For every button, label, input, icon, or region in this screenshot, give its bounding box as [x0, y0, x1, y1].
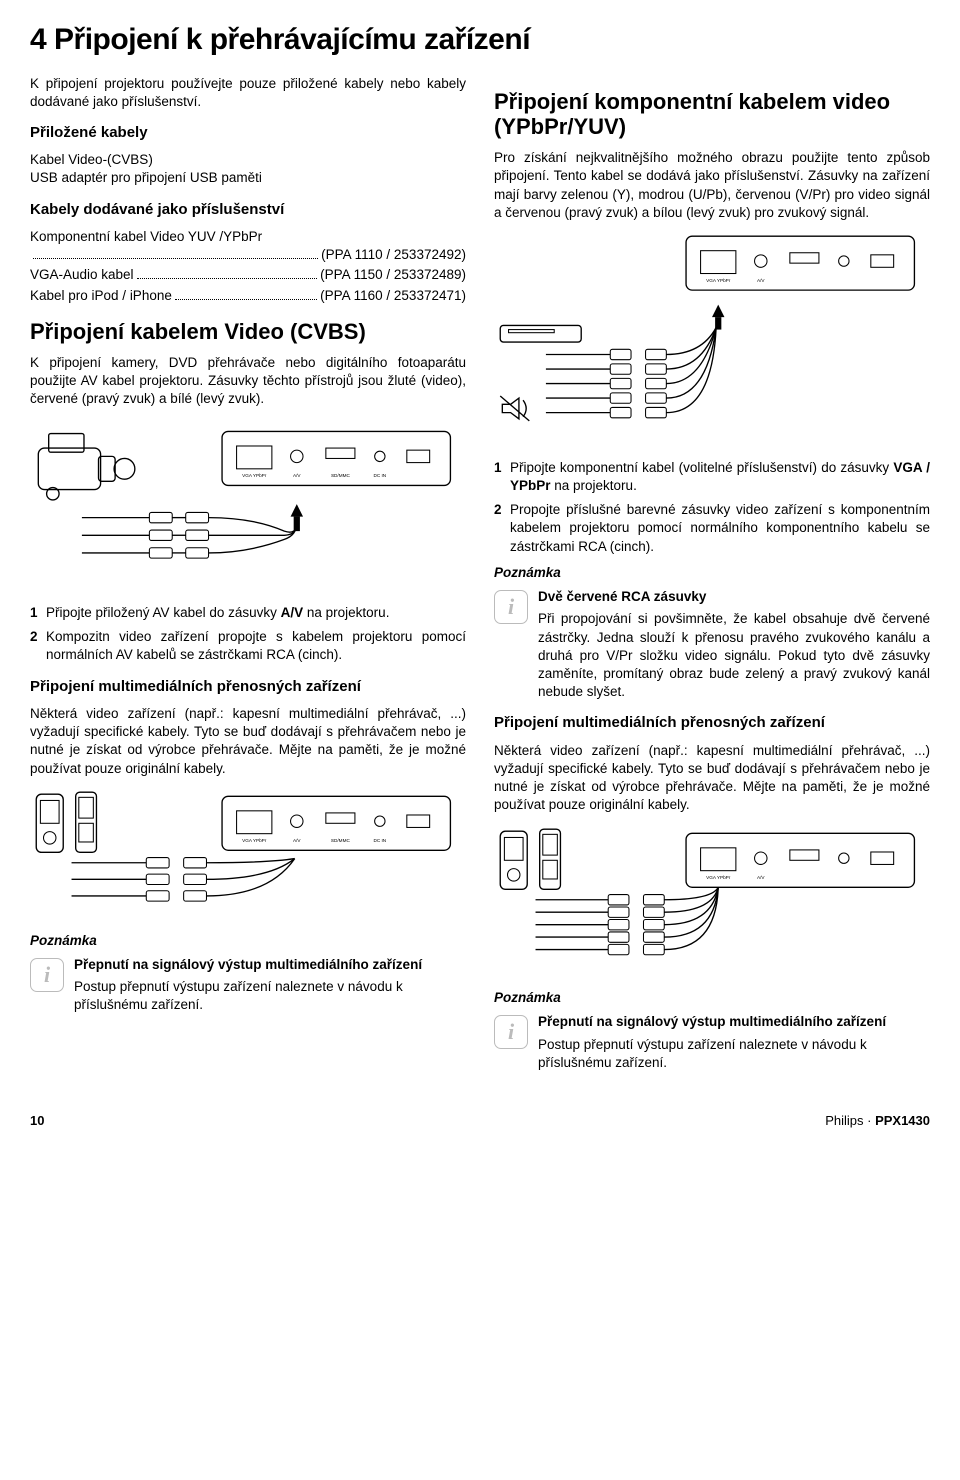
- note-3-body: Postup přepnutí výstupu zařízení nalezne…: [538, 1036, 930, 1072]
- step-text: Připojte komponentní kabel (volitelné př…: [510, 459, 930, 495]
- accessory-code: (PPA 1160 / 253372471): [320, 287, 466, 305]
- note-1-body: Postup přepnutí výstupu zařízení nalezne…: [74, 978, 466, 1014]
- note-label-1: Poznámka: [30, 932, 466, 950]
- accessory-code: (PPA 1150 / 253372489): [320, 266, 466, 284]
- diagram-cvbs: VGA YPbPr A/V SD/MMC DC IN: [30, 419, 466, 590]
- note-1-title: Přepnutí na signálový výstup multimediál…: [74, 956, 466, 974]
- accessory-code: (PPA 1110 / 253372492): [321, 246, 466, 264]
- svg-text:A/V: A/V: [293, 838, 301, 843]
- included-list: Kabel Video-(CVBS) USB adaptér pro připo…: [30, 151, 466, 187]
- cvbs-steps: 1Připojte přiložený AV kabel do zásuvky …: [30, 604, 466, 665]
- svg-text:VGA YPbPr: VGA YPbPr: [242, 473, 267, 478]
- note-label-3: Poznámka: [494, 989, 930, 1007]
- component-heading: Připojení komponentní kabelem video (YPb…: [494, 89, 930, 140]
- accessory-label: VGA-Audio kabel: [30, 266, 134, 284]
- step-number: 2: [30, 628, 46, 664]
- svg-text:DC IN: DC IN: [373, 473, 386, 478]
- svg-text:DC IN: DC IN: [373, 838, 386, 843]
- step-text: Připojte přiložený AV kabel do zásuvky A…: [46, 604, 466, 622]
- page-footer: 10 Philips · PPX1430: [30, 1112, 930, 1130]
- right-column: Připojení komponentní kabelem video (YPb…: [494, 75, 930, 1082]
- svg-text:SD/MMC: SD/MMC: [331, 838, 351, 843]
- step-text: Kompozitn video zařízení propojte s kabe…: [46, 628, 466, 664]
- footer-product: Philips · PPX1430: [825, 1112, 930, 1130]
- cvbs-heading: Připojení kabelem Video (CVBS): [30, 319, 466, 344]
- page-number: 10: [30, 1112, 44, 1130]
- step: 2Kompozitn video zařízení propojte s kab…: [30, 628, 466, 664]
- note-1: i Přepnutí na signálový výstup multimedi…: [30, 956, 466, 1015]
- component-text: Pro získání nejkvalitnějšího možného obr…: [494, 149, 930, 222]
- step: 1Připojte přiložený AV kabel do zásuvky …: [30, 604, 466, 622]
- note-2: i Dvě červené RCA zásuvky Při propojován…: [494, 588, 930, 701]
- info-icon: i: [30, 958, 64, 992]
- step-number: 1: [30, 604, 46, 622]
- content-columns: K připojení projektoru používejte pouze …: [30, 75, 930, 1082]
- note-label-2: Poznámka: [494, 564, 930, 582]
- svg-text:VGA YPbPr: VGA YPbPr: [242, 838, 267, 843]
- diagram-mm-left: VGA YPbPr A/V SD/MMC DC IN: [30, 788, 466, 918]
- svg-text:SD/MMC: SD/MMC: [331, 473, 351, 478]
- mm-heading-left: Připojení multimediálních přenosných zař…: [30, 677, 466, 697]
- component-steps: 1Připojte komponentní kabel (volitelné p…: [494, 459, 930, 556]
- svg-text:A/V: A/V: [293, 473, 301, 478]
- accessory-row: VGA-Audio kabel (PPA 1150 / 253372489): [30, 266, 466, 284]
- accessory-label: Kabel pro iPod / iPhone: [30, 287, 172, 305]
- step: 1Připojte komponentní kabel (volitelné p…: [494, 459, 930, 495]
- cvbs-text: K připojení kamery, DVD přehrávače nebo …: [30, 354, 466, 409]
- step-number: 1: [494, 459, 510, 495]
- mm-text-right: Některá video zařízení (např.: kapesní m…: [494, 742, 930, 815]
- step-number: 2: [494, 501, 510, 556]
- accessories-list: Komponentní kabel Video YUV /YPbPr(PPA 1…: [30, 228, 466, 305]
- info-icon: i: [494, 1015, 528, 1049]
- intro-text: K připojení projektoru používejte pouze …: [30, 75, 466, 111]
- left-column: K připojení projektoru používejte pouze …: [30, 75, 466, 1082]
- svg-text:VGA YPbPr: VGA YPbPr: [706, 875, 731, 880]
- note-3-title: Přepnutí na signálový výstup multimediál…: [538, 1013, 930, 1031]
- svg-text:A/V: A/V: [757, 875, 765, 880]
- svg-text:VGA YPbPr: VGA YPbPr: [706, 278, 731, 283]
- mm-text-left: Některá video zařízení (např.: kapesní m…: [30, 705, 466, 778]
- mm-heading-right: Připojení multimediálních přenosných zař…: [494, 713, 930, 733]
- accessory-row: Kabel pro iPod / iPhone (PPA 1160 / 25337…: [30, 287, 466, 305]
- note-2-title: Dvě červené RCA zásuvky: [538, 588, 930, 606]
- step: 2Propojte příslušné barevné zásuvky vide…: [494, 501, 930, 556]
- included-heading: Přiložené kabely: [30, 123, 466, 143]
- accessory-label: Komponentní kabel Video YUV /YPbPr: [30, 228, 466, 246]
- note-2-body: Při propojování si povšimněte, že kabel …: [538, 610, 930, 701]
- diagram-component: VGA YPbPr A/V: [494, 232, 930, 445]
- diagram-mm-right: VGA YPbPr A/V: [494, 825, 930, 976]
- note-3: i Přepnutí na signálový výstup multimedi…: [494, 1013, 930, 1072]
- page-title: 4 Připojení k přehrávajícímu zařízení: [30, 20, 930, 61]
- step-text: Propojte příslušné barevné zásuvky video…: [510, 501, 930, 556]
- info-icon: i: [494, 590, 528, 624]
- svg-text:A/V: A/V: [757, 278, 765, 283]
- accessory-row: (PPA 1110 / 253372492): [30, 246, 466, 264]
- accessories-heading: Kabely dodávané jako příslušenství: [30, 200, 466, 220]
